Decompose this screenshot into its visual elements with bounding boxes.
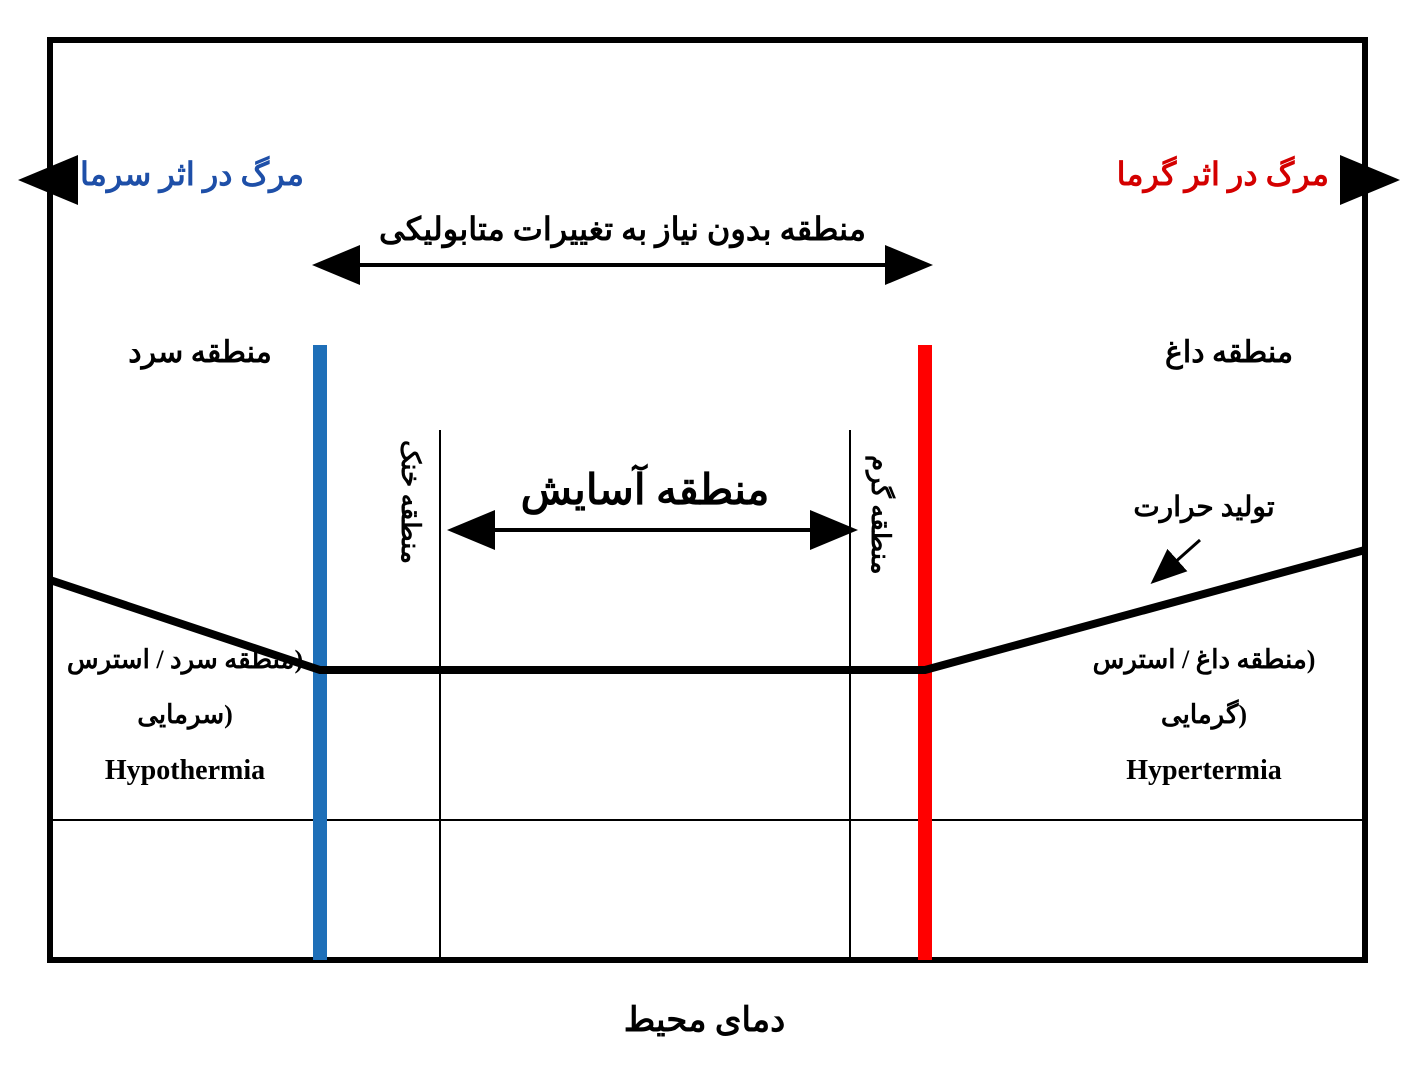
death-cold-label: مرگ در اثر سرما (80, 155, 304, 193)
warm-zone-label: منطقه گرم (865, 455, 895, 575)
x-axis-label: دمای محیط (0, 1000, 1409, 1040)
hot-zone-label: منطقه داغ (1114, 335, 1344, 370)
cold-zone-label: منطقه سرد (90, 335, 310, 370)
red-bar (918, 345, 932, 960)
hyperthermia-label: Hypertermia (1049, 755, 1359, 787)
hot-stress-line2: (گرمایی (1049, 700, 1359, 730)
death-heat-label: مرگ در اثر گرما (1117, 155, 1329, 193)
heat-production-label: تولید حرارت (1049, 490, 1359, 524)
cool-zone-label: منطقه خنک (395, 440, 425, 564)
heat-prod-arrow (1155, 540, 1200, 580)
neutral-zone-label: منطقه بدون نیاز به تغییرات متابولیکی (320, 210, 925, 248)
cold-stress-line1: (منطقه سرد / استرس (55, 645, 315, 675)
hypothermia-label: Hypothermia (55, 755, 315, 787)
hot-stress-line1: (منطقه داغ / استرس (1049, 645, 1359, 675)
diagram-container: مرگ در اثر گرما مرگ در اثر سرما منطقه بد… (0, 0, 1409, 1078)
comfort-zone-label: منطقه آسایش (440, 465, 850, 515)
blue-bar (313, 345, 327, 960)
cold-stress-line2: (سرمایی (55, 700, 315, 730)
